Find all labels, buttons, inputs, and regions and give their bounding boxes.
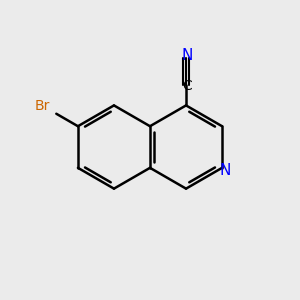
Text: C: C — [183, 79, 192, 93]
Text: Br: Br — [35, 99, 50, 113]
Text: N: N — [220, 163, 231, 178]
Text: N: N — [182, 48, 193, 63]
